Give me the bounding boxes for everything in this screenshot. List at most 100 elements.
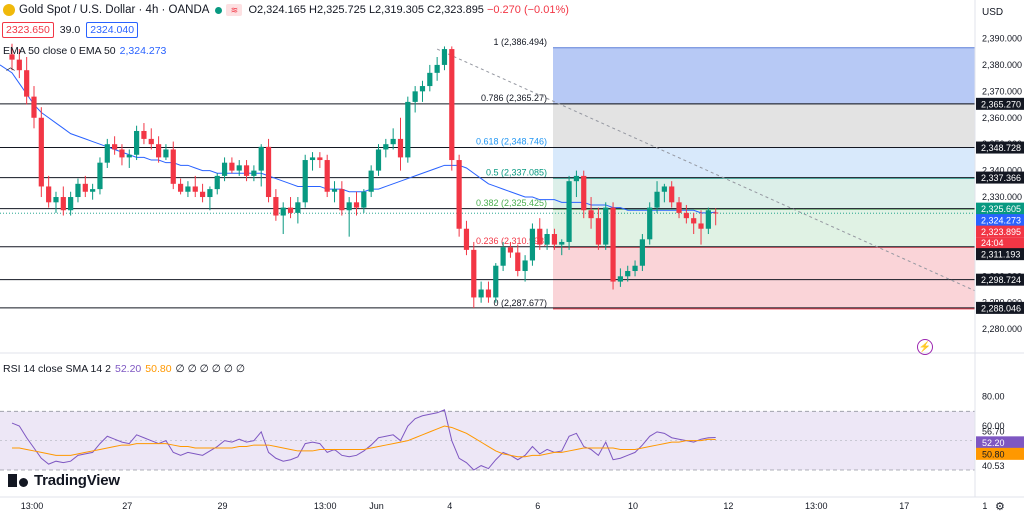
candle xyxy=(295,197,301,224)
sell-button[interactable]: 2323.650 xyxy=(2,22,54,38)
candle-body xyxy=(177,183,184,192)
candle xyxy=(346,197,352,237)
trendline-dashed[interactable] xyxy=(436,48,1002,304)
candle xyxy=(177,178,184,195)
price-label-bg xyxy=(976,97,1024,110)
flash-icon[interactable]: ⚡ xyxy=(917,339,933,355)
candle xyxy=(647,202,653,245)
candle-body xyxy=(273,197,279,216)
brand-text: TradingView xyxy=(34,472,120,489)
candle xyxy=(339,181,345,216)
candle-body xyxy=(163,149,169,158)
candle-body xyxy=(405,101,411,158)
candle-body xyxy=(390,138,396,145)
rsi-legend-value: 52.20 xyxy=(114,363,142,375)
candle-body xyxy=(544,234,550,245)
candle-body xyxy=(478,289,484,298)
ema-legend[interactable]: EMA 50 close 0 EMA 50 2,324.273 xyxy=(3,45,166,57)
candle xyxy=(60,186,66,216)
candle xyxy=(221,157,228,182)
candle-body xyxy=(632,265,638,272)
time-tick-label: 17 xyxy=(899,501,909,511)
price-label-text: 2,311.193 xyxy=(981,250,1020,260)
rsi-legend-extra: ∅ ∅ ∅ ∅ ∅ ∅ xyxy=(175,363,246,375)
candle-body xyxy=(485,289,492,298)
candle xyxy=(471,241,477,309)
price-label-bg xyxy=(976,202,1024,215)
price-label-bg xyxy=(976,248,1024,261)
candle xyxy=(134,125,140,161)
price-label-bg xyxy=(976,273,1024,286)
candle-body xyxy=(537,228,543,245)
candle-body xyxy=(397,138,404,158)
candle xyxy=(236,160,242,176)
candle xyxy=(199,183,206,203)
candle-body xyxy=(309,157,316,161)
candle xyxy=(46,175,52,208)
rsi-tick-label: 60.00 xyxy=(982,421,1005,431)
candle-body xyxy=(588,210,594,219)
price-label: 2,324.273 xyxy=(976,214,1024,227)
rsi-value-text: 56.70 xyxy=(982,426,1005,436)
ohlc-values: O2,324.165 H2,325.725 L2,319.305 C2,323.… xyxy=(248,4,484,16)
price-tick-label: 2,360.000 xyxy=(982,113,1022,123)
candle xyxy=(478,281,484,303)
candle xyxy=(31,86,37,129)
candle-body xyxy=(199,191,206,198)
candle xyxy=(38,107,44,198)
candle xyxy=(90,183,96,200)
rsi-value-text: 52.20 xyxy=(982,438,1005,448)
candle xyxy=(97,157,103,195)
candle-body xyxy=(126,154,132,158)
price-axis[interactable]: 2,390.0002,380.0002,370.0002,360.0002,35… xyxy=(0,0,1024,497)
horizontal-levels xyxy=(0,103,975,309)
candle-body xyxy=(603,207,609,245)
candle-body xyxy=(661,186,667,192)
price-label-text: 2,298.724 xyxy=(981,275,1021,285)
candle-body xyxy=(331,189,338,192)
price-label: 2,298.724 xyxy=(976,273,1024,286)
fib-zone xyxy=(553,209,975,248)
fib-zone xyxy=(553,147,975,179)
candle-body xyxy=(493,265,499,298)
candle xyxy=(434,56,440,81)
candle xyxy=(214,173,220,195)
spread-value: 39.0 xyxy=(59,24,81,36)
rsi-legend[interactable]: RSI 14 close SMA 14 2 52.20 50.80 ∅ ∅ ∅ ∅ ∅… xyxy=(3,363,245,375)
candle-body xyxy=(265,146,272,198)
candle-body xyxy=(46,186,52,203)
candle xyxy=(683,204,689,224)
candle-body xyxy=(53,197,59,203)
candle xyxy=(617,268,623,287)
time-tick-label: 27 xyxy=(122,501,132,511)
candle-body xyxy=(258,146,264,171)
candle xyxy=(427,64,433,92)
time-axis[interactable]: 13:00 27 29 13:00 Jun 4 6 10 12 13:00 17 1 xyxy=(0,496,1024,511)
symbol-title[interactable]: Gold Spot / U.S. Dollar · 4h · OANDA xyxy=(19,4,210,16)
rsi-value-bg xyxy=(976,447,1024,460)
time-tick-label: 4 xyxy=(447,501,452,511)
candle xyxy=(309,152,316,171)
candle-body xyxy=(383,144,389,150)
rsi-value-text: 40.53 xyxy=(982,461,1005,471)
currency-label[interactable]: USD xyxy=(982,7,1004,18)
fibonacci-retracement[interactable]: 1 (2,386.494) 0.786 (2,365.27) 0.618 (2,34… xyxy=(476,37,975,310)
trendline[interactable] xyxy=(436,48,1002,304)
candle xyxy=(156,136,162,163)
candle-body xyxy=(346,202,352,211)
candle-body xyxy=(141,130,147,139)
settings-gear-icon[interactable]: ⚙ xyxy=(995,501,1005,513)
rsi-value-label: 40.53 xyxy=(982,461,1005,471)
candle xyxy=(368,165,374,198)
candle xyxy=(493,263,499,303)
collapse-legend-icon[interactable]: ︿ xyxy=(6,62,16,72)
candle-body xyxy=(639,239,645,266)
candle-body xyxy=(375,149,382,171)
price-label-text: 2,365.270 xyxy=(981,99,1021,109)
wave-icon[interactable]: ≋ xyxy=(226,4,243,16)
candle-body xyxy=(500,247,506,266)
buy-button[interactable]: 2324.040 xyxy=(86,22,139,38)
candle-body xyxy=(119,149,125,158)
candle-body xyxy=(31,96,37,118)
